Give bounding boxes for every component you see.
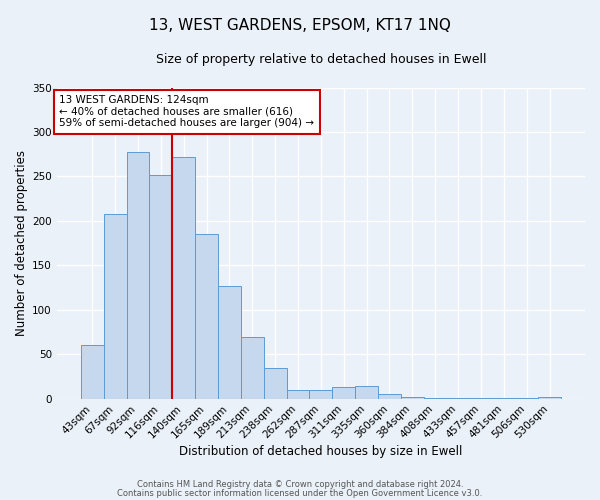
Y-axis label: Number of detached properties: Number of detached properties [15, 150, 28, 336]
Text: Contains public sector information licensed under the Open Government Licence v3: Contains public sector information licen… [118, 489, 482, 498]
X-axis label: Distribution of detached houses by size in Ewell: Distribution of detached houses by size … [179, 444, 463, 458]
Bar [401, 397, 424, 398]
Bar [332, 387, 355, 398]
Bar [195, 234, 218, 398]
Bar [218, 286, 241, 399]
Bar [104, 214, 127, 398]
Text: 13 WEST GARDENS: 124sqm
← 40% of detached houses are smaller (616)
59% of semi-d: 13 WEST GARDENS: 124sqm ← 40% of detache… [59, 96, 314, 128]
Bar [127, 152, 149, 398]
Bar [149, 174, 172, 398]
Title: Size of property relative to detached houses in Ewell: Size of property relative to detached ho… [155, 52, 486, 66]
Text: Contains HM Land Registry data © Crown copyright and database right 2024.: Contains HM Land Registry data © Crown c… [137, 480, 463, 489]
Bar [264, 368, 287, 398]
Bar [241, 338, 264, 398]
Text: 13, WEST GARDENS, EPSOM, KT17 1NQ: 13, WEST GARDENS, EPSOM, KT17 1NQ [149, 18, 451, 32]
Bar [172, 157, 195, 398]
Bar [355, 386, 378, 398]
Bar [378, 394, 401, 398]
Bar [310, 390, 332, 398]
Bar [538, 397, 561, 398]
Bar [287, 390, 310, 398]
Bar [81, 346, 104, 399]
